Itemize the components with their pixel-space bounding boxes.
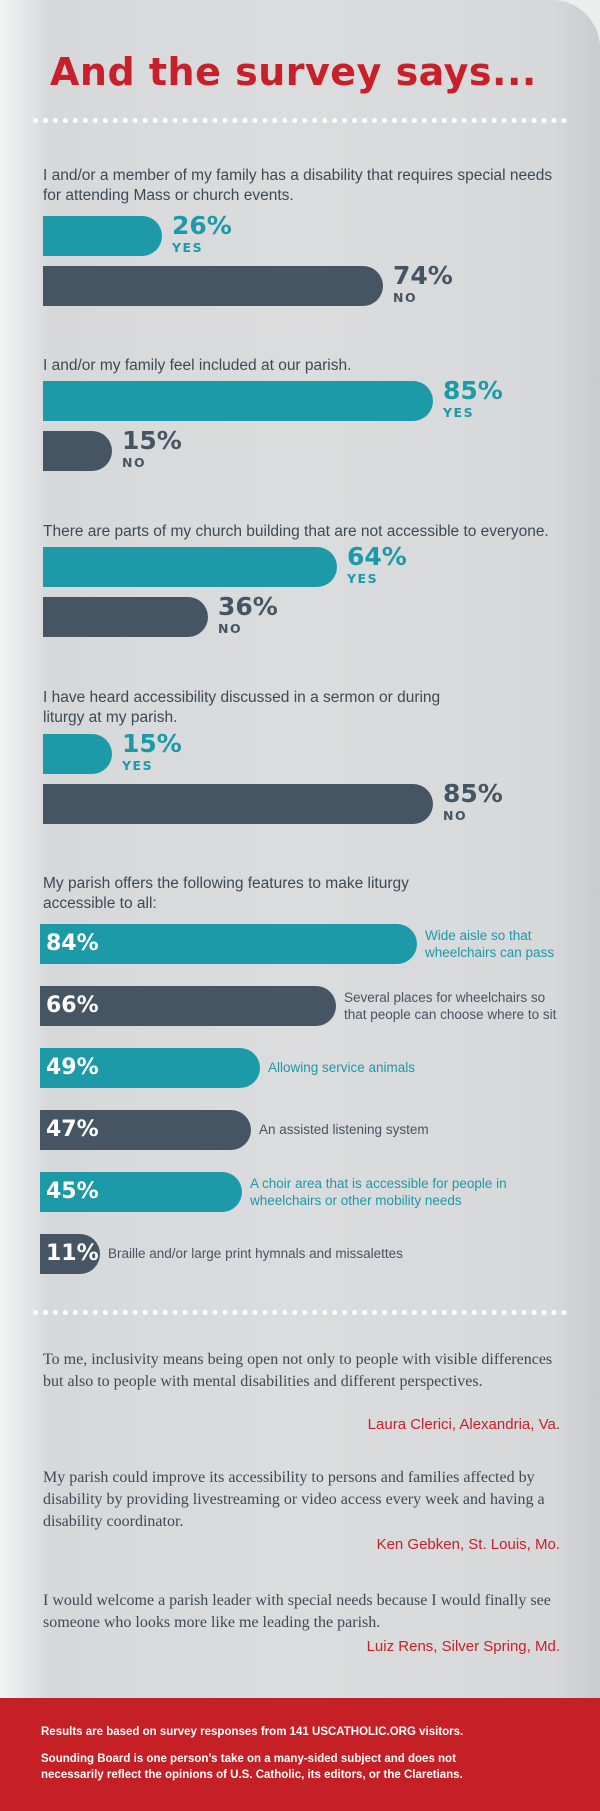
category-label-q3-no: NO	[218, 621, 243, 636]
data-label-q1-yes: 26%	[172, 211, 232, 240]
category-label-q1-no: NO	[393, 290, 418, 305]
dotted-divider-top	[33, 118, 567, 123]
quote-2: My parish could improve its accessibilit…	[43, 1469, 545, 1530]
bar-q4-yes	[43, 734, 112, 774]
feature-bar-4: 47%	[40, 1110, 251, 1150]
quote-1-author: Laura Clerici, Alexandria, Va.	[367, 1416, 560, 1433]
feature-label-line: A choir area that is accessible for peop…	[250, 1176, 507, 1191]
category-label-q2-yes: YES	[443, 405, 475, 420]
feature-data-label-4: 47%	[46, 1117, 99, 1142]
category-label-q1-yes: YES	[172, 240, 204, 255]
feature-label-line: Several places for wheelchairs so	[344, 990, 546, 1005]
quote-3-author: Luiz Rens, Silver Spring, Md.	[366, 1638, 560, 1655]
quote-3: I would welcome a parish leader with spe…	[43, 1592, 551, 1631]
feature-category-label-4: An assisted listening system	[259, 1121, 429, 1138]
footer-band: Results are based on survey responses fr…	[0, 1698, 600, 1811]
feature-category-label-5: A choir area that is accessible for peop…	[250, 1175, 507, 1209]
page-title: And the survey says...	[50, 50, 537, 94]
feature-category-label-3: Allowing service animals	[268, 1059, 415, 1076]
feature-label-line: Allowing service animals	[268, 1060, 416, 1075]
feature-data-label-1: 84%	[46, 931, 99, 956]
feature-label-line: that people can choose where to sit	[344, 1007, 557, 1022]
feature-bar-3: 49%	[40, 1048, 260, 1088]
feature-bar-2: 66%	[40, 986, 336, 1026]
question-1: I and/or a member of my family has a dis…	[43, 167, 553, 204]
data-label-q3-no: 36%	[218, 592, 278, 621]
feature-data-label-6: 11%	[46, 1241, 99, 1266]
footer-disclaimer: Sounding Board is one person’s take on a…	[41, 1753, 463, 1781]
feature-bar-6: 11%	[40, 1234, 100, 1274]
bar-q2-no	[43, 431, 112, 471]
category-label-q3-yes: YES	[347, 571, 379, 586]
bar-q4-no	[43, 784, 433, 824]
feature-category-label-6: Braille and/or large print hymnals and m…	[108, 1245, 403, 1262]
features-question: My parish offers the following features …	[43, 875, 409, 912]
category-label-q2-no: NO	[122, 455, 147, 470]
feature-label-line: An assisted listening system	[259, 1122, 429, 1137]
feature-data-label-2: 66%	[46, 993, 99, 1018]
feature-bar-5: 45%	[40, 1172, 242, 1212]
data-label-q2-no: 15%	[122, 426, 182, 455]
bar-q1-yes	[43, 216, 162, 256]
footer-results-note: Results are based on survey responses fr…	[41, 1726, 464, 1738]
feature-label-line: wheelchairs can pass	[425, 945, 555, 960]
data-label-q4-no: 85%	[443, 779, 503, 808]
quote-2-author: Ken Gebken, St. Louis, Mo.	[376, 1536, 560, 1553]
category-label-q4-yes: YES	[122, 758, 154, 773]
bar-q2-yes	[43, 381, 433, 421]
bar-q3-yes	[43, 547, 337, 587]
question-3: There are parts of my church building th…	[43, 523, 549, 540]
data-label-q1-no: 74%	[393, 261, 453, 290]
feature-data-label-3: 49%	[46, 1055, 99, 1080]
data-label-q3-yes: 64%	[347, 542, 407, 571]
question-2: I and/or my family feel included at our …	[43, 357, 352, 374]
feature-category-label-1: Wide aisle so that wheelchairs can pass	[425, 927, 554, 961]
question-4: I have heard accessibility discussed in …	[43, 689, 441, 726]
feature-label-line: wheelchairs or other mobility needs	[250, 1193, 462, 1208]
data-label-q2-yes: 85%	[443, 376, 503, 405]
bar-q3-no	[43, 597, 208, 637]
feature-label-line: Braille and/or large print hymnals and m…	[108, 1246, 403, 1261]
data-label-q4-yes: 15%	[122, 729, 182, 758]
feature-bar-1: 84%	[40, 924, 417, 964]
category-label-q4-no: NO	[443, 808, 468, 823]
feature-label-line: Wide aisle so that	[425, 928, 532, 943]
quote-1: To me, inclusivity means being open not …	[43, 1351, 553, 1390]
bar-q1-no	[43, 266, 383, 306]
feature-category-label-2: Several places for wheelchairs so that pe…	[344, 989, 556, 1023]
feature-data-label-5: 45%	[46, 1179, 99, 1204]
dotted-divider-bottom	[33, 1310, 567, 1315]
